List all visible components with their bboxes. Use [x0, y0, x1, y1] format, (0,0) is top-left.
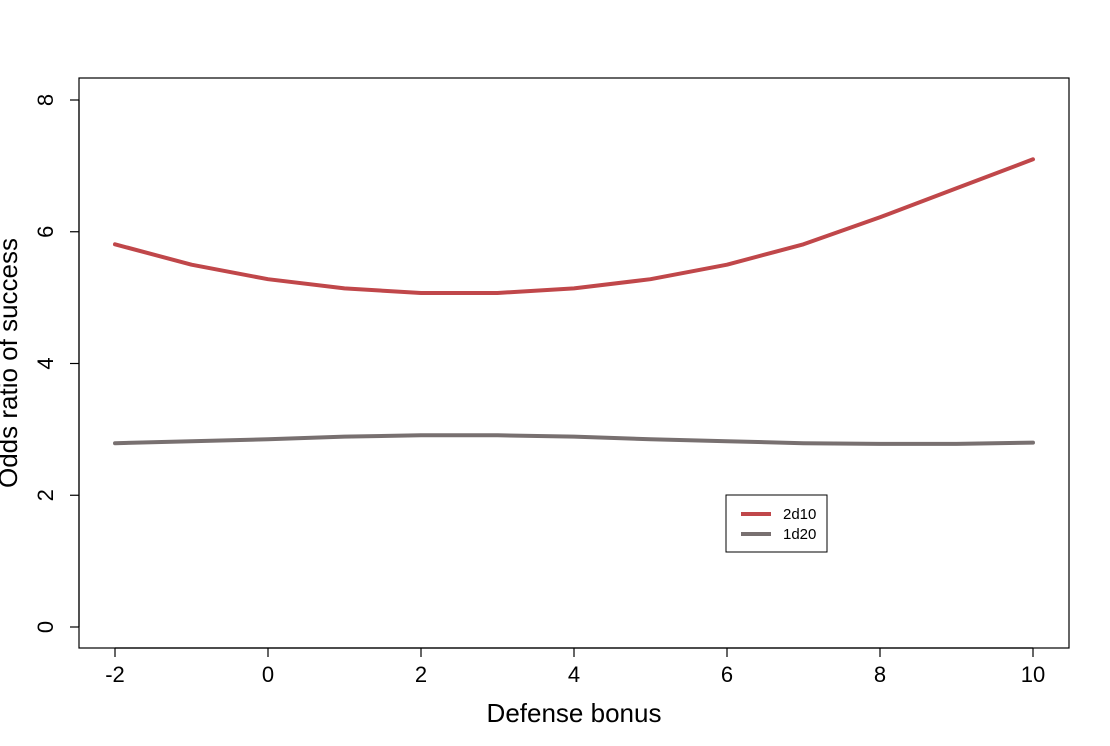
x-ticks: -2 0 2 4 6 8 10: [105, 648, 1045, 687]
x-tick-label: 2: [415, 662, 427, 687]
x-tick-label: 0: [262, 662, 274, 687]
legend-label-1d20: 1d20: [783, 526, 816, 543]
x-tick-label: -2: [105, 662, 125, 687]
series-line-2d10: [113, 157, 1035, 295]
series-layer: [113, 157, 1035, 446]
x-tick-label: 6: [721, 662, 733, 687]
legend: 2d10 1d20: [725, 494, 828, 553]
y-tick-label: 6: [33, 226, 58, 238]
y-axis-title: Odds ratio of success: [0, 238, 23, 488]
y-ticks: 0 2 4 6 8: [33, 94, 79, 633]
x-tick-label: 8: [874, 662, 886, 687]
series-line-1d20: [113, 433, 1035, 446]
plot-frame: [78, 77, 1070, 649]
y-tick-label: 4: [33, 357, 58, 369]
y-tick-label: 8: [33, 94, 58, 106]
y-tick-label: 2: [33, 489, 58, 501]
x-axis-title: Defense bonus: [487, 698, 662, 728]
x-tick-label: 4: [568, 662, 580, 687]
x-tick-label: 10: [1021, 662, 1045, 687]
y-tick-label: 0: [33, 621, 58, 633]
legend-label-2d10: 2d10: [783, 506, 816, 523]
legend-box: [725, 494, 828, 553]
x-axis: -2 0 2 4 6 8 10: [105, 647, 1045, 687]
y-axis: 0 2 4 6 8: [33, 94, 80, 633]
